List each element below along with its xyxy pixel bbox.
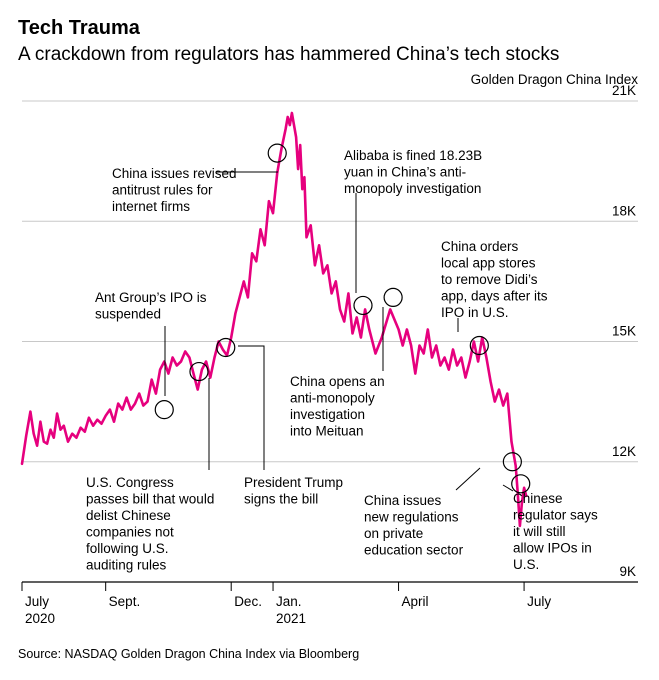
annotation-text: investigation: [290, 407, 365, 422]
annotation: U.S. Congress passes bill that woulddelis…: [86, 361, 214, 573]
y-tick-label: 12K: [612, 444, 636, 459]
annotation: Ant Group’s IPO is suspended: [95, 290, 207, 420]
annotation-text: President Trump: [244, 475, 343, 490]
annotation-text: Ant Group’s IPO is: [95, 290, 207, 305]
annotation-text: U.S. Congress: [86, 475, 174, 490]
y-tick-label: 21K: [612, 83, 636, 98]
annotation: China opens an anti-monopolyinvestigation…: [290, 287, 403, 439]
annotations-layer: Ant Group’s IPO is suspended U.S. Congress…: [86, 143, 598, 573]
annotation-text: U.S.: [513, 557, 539, 572]
series-layer: [20, 111, 528, 528]
annotation-marker: [511, 474, 531, 494]
x-tick-label: Dec.: [234, 594, 262, 609]
annotation-text: IPO in U.S.: [441, 305, 509, 320]
annotation-text: passes bill that would: [86, 492, 214, 507]
annotation-text: China opens an: [290, 374, 385, 389]
annotation-text: local app stores: [441, 256, 536, 271]
annotation-marker: [353, 295, 373, 316]
annotation-marker: [469, 335, 489, 356]
annotation-text: anti-monopoly: [290, 391, 375, 406]
annotation-text: app, days after its: [441, 289, 548, 304]
x-tick-label: 2021: [276, 611, 306, 626]
annotation-leader-line: [455, 467, 481, 491]
y-tick-label: 18K: [612, 203, 636, 218]
chart-title: Tech Trauma: [18, 17, 141, 39]
annotation-text: Chinese: [513, 491, 563, 506]
annotation-text: regulator says: [513, 508, 598, 523]
annotation-text: China orders: [441, 239, 519, 254]
annotation-text: on private: [364, 526, 423, 541]
x-tick-label: July: [527, 594, 551, 609]
annotation-text: internet firms: [112, 199, 190, 214]
y-tick-labels: 21K 18K 15K 12K 9K: [612, 83, 636, 579]
annotation-leader-line: [502, 484, 514, 492]
x-tick-label: Sept.: [109, 594, 141, 609]
chart-subtitle: A crackdown from regulators has hammered…: [18, 44, 559, 65]
annotation-text: suspended: [95, 307, 161, 322]
annotation-text: Alibaba is fined 18.23B: [344, 148, 482, 163]
annotation: Alibaba is fined 18.23B yuan in China’s a…: [344, 148, 482, 316]
x-tick-label: April: [402, 594, 429, 609]
y-tick-label: 9K: [619, 564, 636, 579]
annotation: President Trump signs the bill: [216, 337, 343, 507]
annotation-text: China issues: [364, 493, 442, 508]
annotation-text: allow IPOs in: [513, 541, 592, 556]
x-tick-label: July: [25, 594, 49, 609]
annotation-leader-line: [238, 345, 265, 470]
annotation-text: education sector: [364, 543, 464, 558]
annotation-text: it will still: [513, 524, 566, 539]
annotation-text: China issues revised: [112, 166, 237, 181]
y-tick-label: 15K: [612, 324, 636, 339]
gridlines: [22, 100, 638, 583]
annotation-text: yuan in China’s anti-: [344, 165, 466, 180]
x-tick-label: 2020: [25, 611, 55, 626]
x-axis: July 2020 Sept. Dec. Jan. 2021 April July: [21, 582, 551, 626]
annotation-text: new regulations: [364, 510, 459, 525]
annotation-marker: [189, 361, 209, 382]
annotation-text: auditing rules: [86, 558, 167, 573]
annotation-marker: [267, 143, 287, 163]
source-note: Source: NASDAQ Golden Dragon China Index…: [18, 647, 359, 661]
annotation-text: signs the bill: [244, 492, 318, 507]
annotation-marker: [383, 287, 403, 308]
annotation-text: into Meituan: [290, 424, 364, 439]
x-tick-label: Jan.: [276, 594, 302, 609]
annotation-marker: [502, 452, 522, 472]
annotation-text: delist Chinese: [86, 508, 171, 523]
annotation-text: monopoly investigation: [344, 181, 481, 196]
series-line: [20, 111, 528, 528]
annotation: China issues revised antitrust rules fori…: [112, 143, 287, 214]
annotation-text: following U.S.: [86, 541, 169, 556]
annotation-text: antitrust rules for: [112, 183, 213, 198]
annotation-text: to remove Didi’s: [441, 272, 538, 287]
annotation-text: companies not: [86, 525, 174, 540]
annotation-marker: [216, 337, 236, 358]
annotation-marker: [154, 400, 174, 420]
y-axis-label: Golden Dragon China Index: [471, 72, 639, 87]
